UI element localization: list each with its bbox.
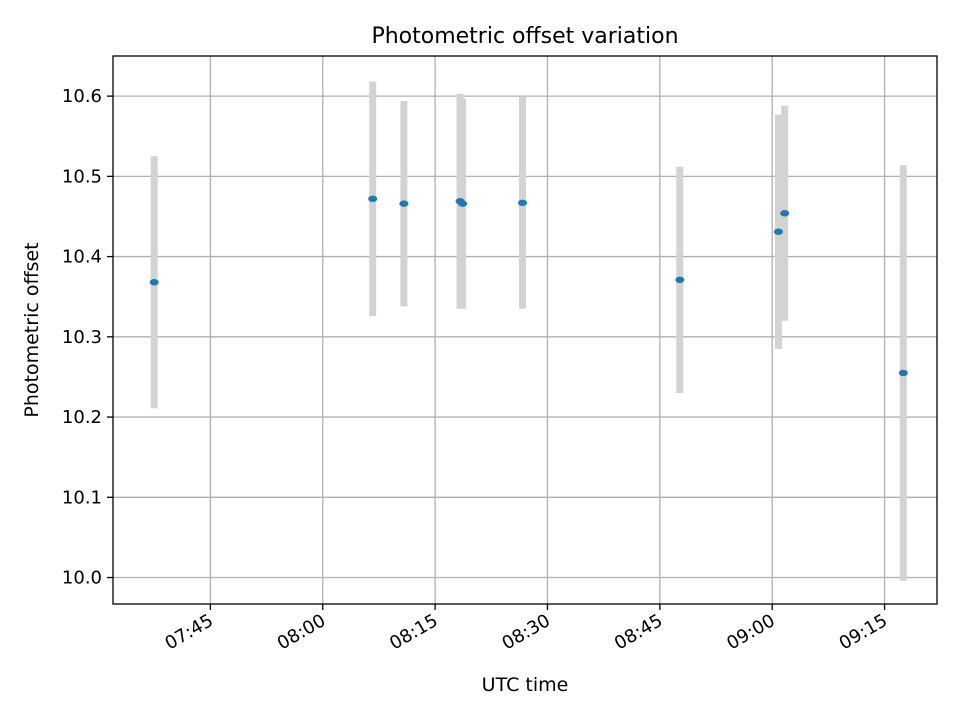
- data-points: [149, 195, 908, 377]
- chart-title: Photometric offset variation: [371, 24, 678, 49]
- plot-frame: [112, 55, 938, 605]
- data-point: [773, 228, 783, 235]
- data-point: [518, 199, 528, 207]
- y-tick-label: 10.1: [62, 487, 102, 508]
- data-point: [898, 369, 908, 377]
- y-tick-label: 10.3: [62, 327, 102, 348]
- data-point: [458, 200, 468, 207]
- y-axis-label: Photometric offset: [21, 242, 43, 417]
- y-tick-label: 10.2: [62, 407, 102, 428]
- y-tick-label: 10.6: [62, 86, 102, 107]
- y-tick-label: 10.5: [62, 166, 102, 187]
- data-point: [399, 200, 409, 207]
- y-tick-label: 10.4: [62, 247, 102, 268]
- data-point: [675, 276, 685, 284]
- data-point: [780, 210, 790, 217]
- y-tick-label: 10.0: [62, 568, 102, 589]
- x-axis-label: UTC time: [482, 674, 569, 696]
- data-point: [149, 279, 159, 286]
- data-point: [368, 195, 378, 203]
